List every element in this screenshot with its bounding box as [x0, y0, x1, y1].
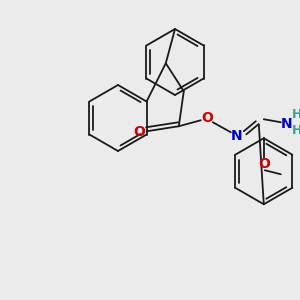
Text: O: O [133, 125, 145, 139]
Text: N: N [231, 129, 243, 143]
Text: O: O [201, 111, 213, 125]
Text: H: H [292, 108, 300, 121]
Text: H: H [292, 124, 300, 137]
Text: N: N [281, 117, 292, 131]
Text: O: O [258, 157, 270, 171]
